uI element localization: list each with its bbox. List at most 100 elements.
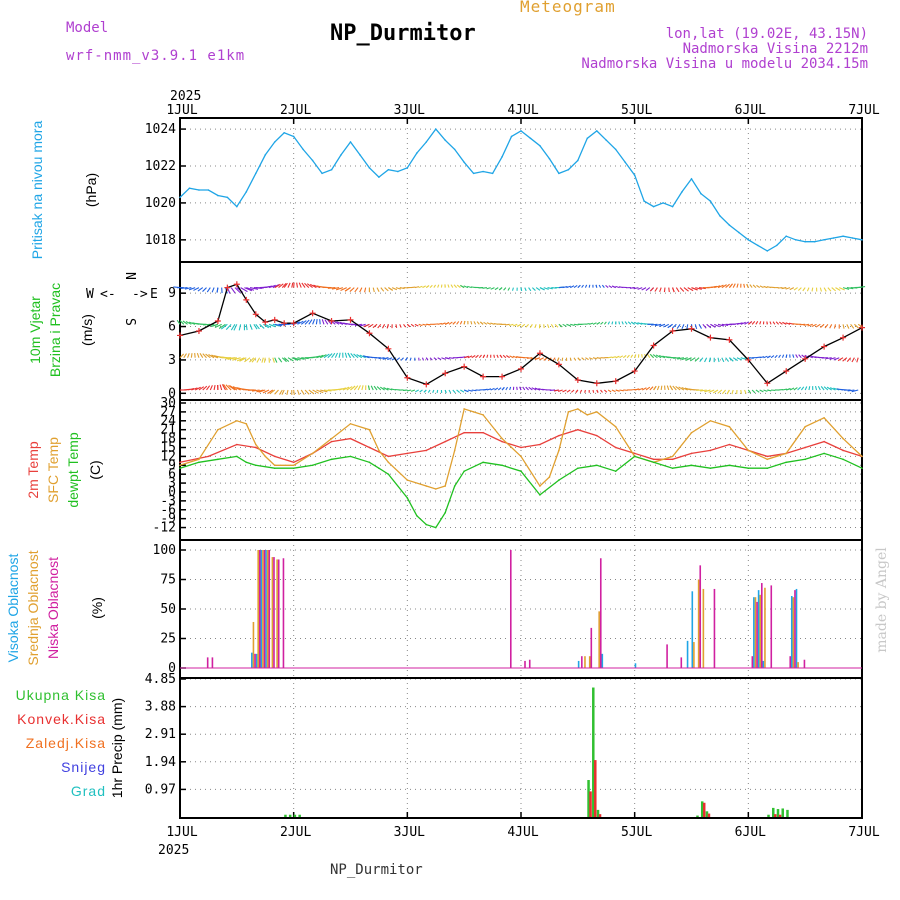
wind-arrow	[675, 385, 681, 391]
wind-arrow	[287, 282, 291, 288]
temp-2m-line-point	[463, 431, 465, 434]
cloud-bar	[697, 579, 700, 668]
wind-arrow	[702, 323, 707, 329]
wind-arrow	[437, 322, 442, 325]
pressure-line-point	[188, 187, 191, 189]
wind-arrow	[534, 357, 541, 361]
pressure-line-point	[311, 159, 314, 162]
wind-arrow	[230, 287, 236, 294]
wind-arrow	[721, 389, 727, 395]
wind-arrow	[456, 284, 461, 289]
precip-bar	[288, 814, 292, 817]
temp-2m-line-point	[690, 452, 693, 455]
pressure-line-point	[321, 172, 323, 175]
y-tick-label: -12	[153, 521, 176, 536]
wind-arrow	[646, 353, 651, 359]
wind-arrow	[194, 386, 201, 391]
wind-arrow	[448, 321, 453, 325]
wind-arrow	[298, 282, 302, 288]
wind-arrow	[543, 287, 549, 290]
temp-dewpt-line-point	[652, 461, 655, 464]
wind-arrow	[778, 354, 781, 359]
wind-arrow	[652, 354, 658, 359]
wind-arrow	[425, 357, 429, 361]
wind-arrow	[206, 287, 211, 293]
wind-arrow	[249, 357, 255, 363]
temp-sfc-line-point	[690, 431, 693, 434]
cloud-bar	[756, 601, 758, 668]
meteogram-subtitle: Meteogram	[520, 0, 616, 16]
temp-2m-line-point	[539, 443, 541, 446]
precip-bar	[776, 809, 780, 817]
wind-arrow	[281, 282, 287, 288]
temp-dewpt-line-point	[558, 479, 560, 481]
wind-arrow	[789, 387, 795, 391]
wind-gust-mark	[821, 343, 828, 350]
wind-gust-mark	[309, 310, 316, 317]
wind-arrow	[209, 385, 213, 391]
temp-2m-line-point	[387, 455, 390, 458]
wind-arrow	[531, 287, 536, 291]
wind-arrow	[460, 389, 465, 393]
temp-sfc-line-point	[539, 485, 541, 487]
wind-arrow	[619, 389, 624, 392]
wind-arrow	[452, 321, 456, 325]
wind-arrow	[476, 321, 480, 325]
precip-bar	[589, 791, 592, 817]
wind-arrow	[447, 284, 450, 288]
wind-arrow	[459, 320, 463, 325]
wind-arrow	[319, 319, 321, 325]
wind-arrow	[683, 287, 689, 292]
wind-gust-mark	[224, 284, 231, 291]
cloud-bar	[265, 550, 267, 668]
wind-arrow	[244, 357, 251, 363]
temp-sfc-line-point	[520, 455, 522, 458]
wind-arrow	[600, 321, 604, 325]
wind-arrow	[658, 355, 666, 359]
wind-arrow	[676, 324, 681, 329]
wind-arrow	[378, 357, 385, 360]
y-tick-label: 24	[160, 414, 176, 429]
precip-bar	[696, 815, 699, 817]
wind-arrow	[811, 323, 817, 328]
wind-arrow	[304, 389, 310, 395]
wind-arrow	[441, 322, 446, 325]
wind-arrow	[202, 287, 207, 292]
cloud-bar	[753, 597, 755, 668]
wind-arrow	[553, 389, 559, 392]
temp-dewpt-line-point	[245, 461, 248, 464]
wind-arrow	[781, 287, 787, 290]
wind-arrow	[297, 357, 305, 360]
wind-arrow	[377, 323, 382, 329]
wind-arrow	[315, 319, 318, 325]
wind-arrow	[785, 287, 791, 290]
wind-gust-mark	[840, 334, 847, 341]
cloud-bar	[762, 660, 765, 668]
wind-arrow	[463, 285, 469, 289]
cloud-bar	[263, 550, 266, 668]
wind-arrow	[190, 353, 193, 358]
temp-dewpt-line-point	[785, 461, 788, 464]
wind-arrow	[205, 353, 211, 359]
wind-gust-mark	[612, 378, 619, 385]
wind-arrow	[630, 321, 635, 325]
temp-sfc-line-point	[586, 414, 589, 416]
wind-gust-mark	[214, 317, 221, 324]
wind-arrow	[263, 323, 270, 329]
wind-arrow	[214, 323, 222, 328]
wind-arrow	[508, 323, 514, 327]
compass-arrow-left: <-	[100, 287, 116, 302]
y-tick-label: 2.91	[145, 727, 176, 742]
temp-dewpt-line-point	[709, 467, 712, 470]
wind-arrow	[244, 287, 253, 292]
wind-arrow	[736, 357, 743, 361]
wind-arrow	[561, 357, 564, 362]
temp-sfc-line-point	[842, 437, 844, 440]
wind-arrow	[778, 321, 783, 325]
wind-arrow	[283, 357, 290, 362]
wind-arrow	[379, 386, 385, 391]
wind-arrow	[380, 287, 385, 292]
wind-arrow	[603, 321, 607, 325]
wind-arrow	[486, 354, 489, 358]
wind-arrow	[229, 385, 238, 391]
